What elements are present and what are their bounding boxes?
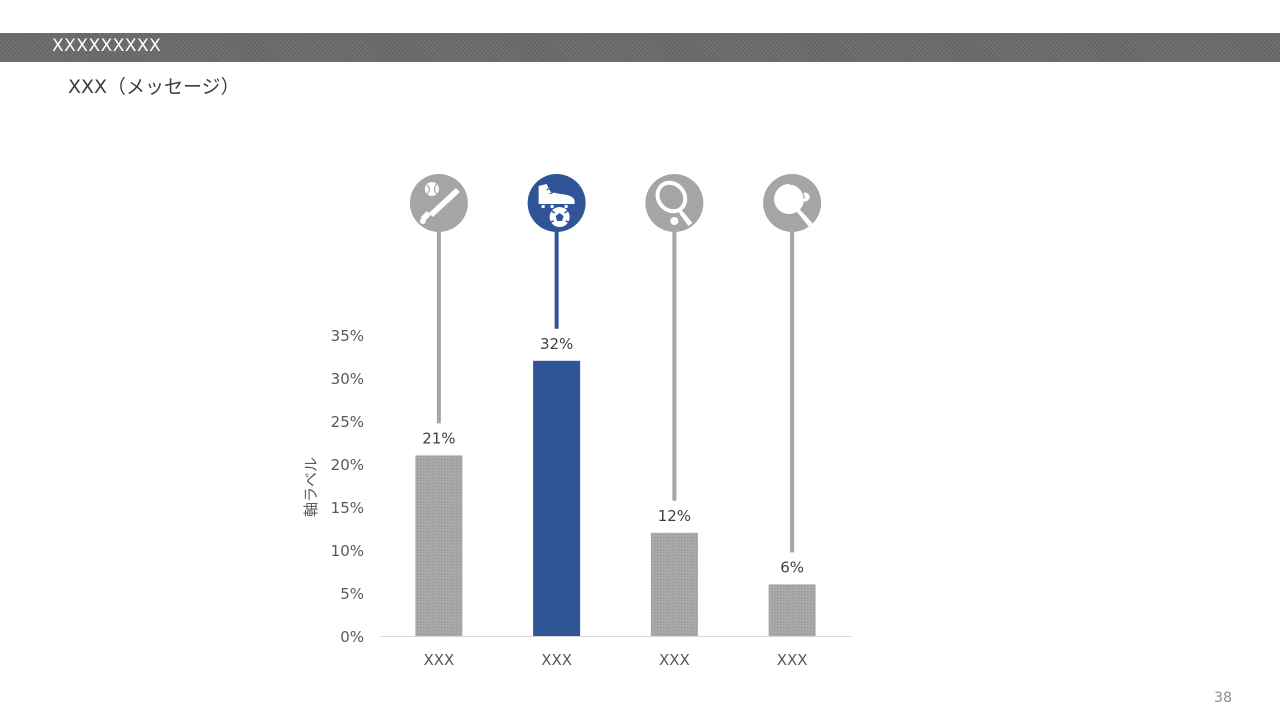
category-label: XXX [423, 651, 454, 669]
category-label: XXX [541, 651, 572, 669]
icon-connectors [436, 232, 795, 553]
chart-bars [415, 360, 816, 636]
y-axis-title: 軸ラベル [302, 457, 320, 517]
header-title: XXXXXXXXX [52, 36, 162, 56]
page-number: 38 [1214, 690, 1232, 706]
data-label: 12% [658, 507, 691, 525]
data-label: 32% [540, 335, 573, 353]
data-label: 6% [780, 558, 804, 576]
header-band [0, 33, 1280, 62]
tennis-icon [645, 174, 704, 232]
table-tennis-icon [763, 174, 822, 232]
bar [415, 455, 463, 636]
bar [650, 532, 698, 636]
bar [768, 584, 816, 636]
category-label: XXX [659, 651, 690, 669]
soccer-icon [527, 174, 586, 232]
chart-icons [409, 174, 822, 232]
y-tick-label: 20% [331, 456, 364, 474]
y-tick-label: 30% [331, 370, 364, 388]
chart-axes: 0% 5% 10% 15% 20% 25% 30% 35% 軸ラベル [302, 327, 851, 646]
y-tick-label: 10% [331, 542, 364, 560]
data-label: 21% [422, 429, 455, 447]
slide-message: XXX（メッセージ） [68, 76, 240, 98]
y-tick-label: 5% [340, 585, 364, 603]
bar [533, 360, 581, 636]
y-tick-label: 25% [331, 413, 364, 431]
chart-labels: 21% XXX 32% XXX 12% XXX 6% XXX [422, 335, 807, 669]
icon-badge [409, 174, 468, 232]
y-tick-label: 0% [340, 628, 364, 646]
y-tick-label: 35% [331, 327, 364, 345]
baseball-icon [409, 174, 468, 232]
y-tick-label: 15% [331, 499, 364, 517]
category-label: XXX [777, 651, 808, 669]
